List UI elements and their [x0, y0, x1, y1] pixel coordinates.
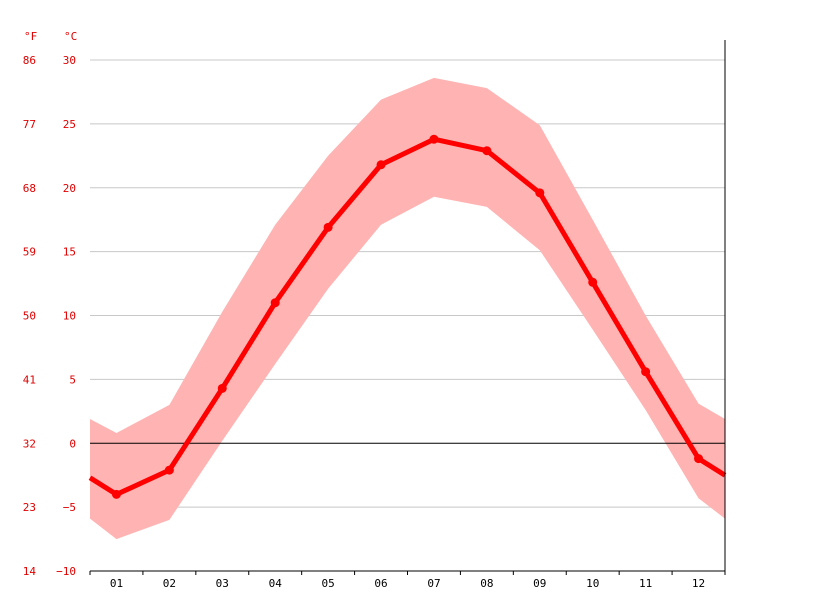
- x-axis-ticks: 01 02 03 04 05 06 07 08 09 10 11 12: [89, 571, 726, 590]
- y-tick-label-c: 0: [69, 437, 76, 450]
- y-tick-label-f: 32: [23, 437, 36, 450]
- x-tick-label: 09: [533, 577, 546, 590]
- data-point: [641, 367, 651, 377]
- y-tick-label-c: 25: [63, 118, 76, 131]
- data-point: [694, 454, 704, 464]
- data-point: [429, 134, 439, 144]
- y-tick-label-f: 59: [23, 246, 36, 259]
- data-points: [111, 134, 704, 499]
- y-axis-labels: 30 86 25 77 20 68 15 59 10 50 5 41 0 32 −5 23 −10 14: [23, 54, 76, 578]
- y-tick-label-f: 68: [23, 182, 36, 195]
- unit-f-label: °F: [24, 30, 37, 43]
- mean-temperature-line: [88, 136, 727, 497]
- data-point: [482, 146, 492, 156]
- x-tick-label: 10: [586, 577, 599, 590]
- temperature-range-band: [90, 77, 725, 540]
- y-tick-label-c: 5: [69, 373, 76, 386]
- y-tick-label-c: 20: [63, 182, 76, 195]
- y-tick-label-f: 23: [23, 501, 36, 514]
- data-point: [588, 277, 598, 287]
- y-tick-label-c: 30: [63, 54, 76, 67]
- x-tick-label: 02: [163, 577, 176, 590]
- x-tick-label: 01: [110, 577, 123, 590]
- x-tick-label: 05: [322, 577, 335, 590]
- y-tick-label-f: 50: [23, 310, 36, 323]
- y-tick-label-c: −5: [63, 501, 76, 514]
- x-tick-label: 08: [480, 577, 493, 590]
- y-tick-label-f: 41: [23, 373, 36, 386]
- x-tick-label: 06: [374, 577, 387, 590]
- x-tick-label: 04: [269, 577, 283, 590]
- y-tick-label-f: 77: [23, 118, 36, 131]
- data-point: [111, 489, 121, 499]
- unit-c-label: °C: [64, 30, 77, 43]
- y-tick-label-c: 10: [63, 310, 76, 323]
- x-tick-label: 12: [692, 577, 705, 590]
- x-tick-label: 03: [216, 577, 229, 590]
- data-point: [217, 383, 227, 393]
- y-tick-label-f: 14: [23, 565, 37, 578]
- y-tick-label-c: −10: [56, 565, 76, 578]
- data-point: [164, 465, 174, 475]
- data-point: [323, 222, 333, 232]
- y-tick-label-c: 15: [63, 246, 76, 259]
- x-tick-label: 11: [639, 577, 652, 590]
- x-tick-label: 07: [427, 577, 440, 590]
- data-point: [535, 188, 545, 198]
- data-point: [270, 298, 280, 308]
- y-tick-label-f: 86: [23, 54, 36, 67]
- data-point: [376, 160, 386, 170]
